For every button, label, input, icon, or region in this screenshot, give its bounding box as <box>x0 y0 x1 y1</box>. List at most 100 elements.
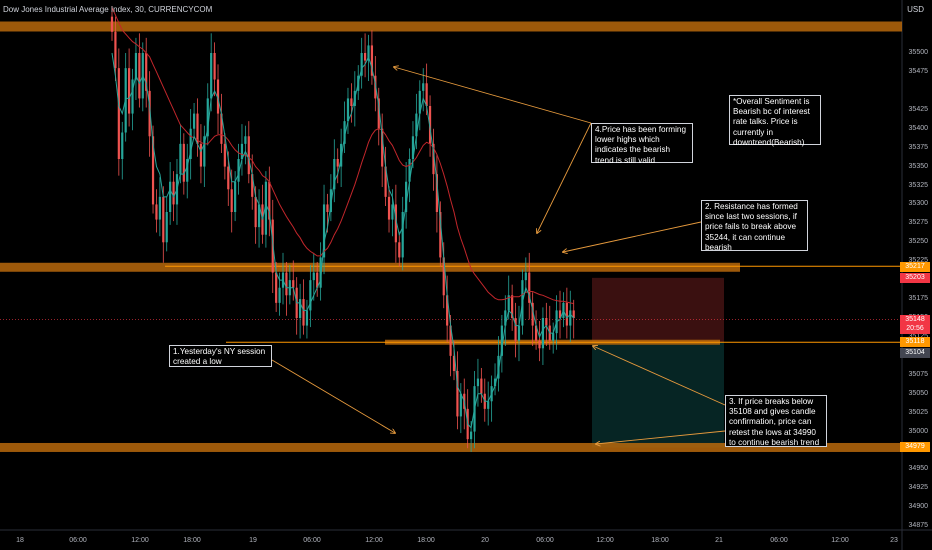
time-tick-label: 18:00 <box>183 537 201 544</box>
note-ny-low[interactable]: 1.Yesterday's NY session created a low <box>169 345 272 367</box>
note-resistance[interactable]: 2. Resistance has formed since last two … <box>701 200 808 252</box>
candle-body <box>189 128 192 159</box>
note-sentiment[interactable]: *Overall Sentiment is Bearish bc of inte… <box>729 95 821 147</box>
candle-body <box>565 302 568 326</box>
candle-body <box>213 53 216 80</box>
candle-body <box>432 143 435 175</box>
candle-body <box>145 53 148 91</box>
candle-body <box>476 378 480 387</box>
candle-body <box>507 295 510 311</box>
candle-body <box>165 212 168 243</box>
price-tag: 35203 <box>900 272 930 283</box>
candle-body <box>244 136 247 144</box>
chart-title: Dow Jones Industrial Average Index, 30, … <box>3 5 213 14</box>
candle-body <box>459 393 462 417</box>
candle-body <box>377 98 380 129</box>
time-tick-label: 18 <box>16 537 24 544</box>
note-lower-highs[interactable]: 4.Price has been forming lower highs whi… <box>591 123 693 165</box>
time-tick-label: 18:00 <box>417 537 435 544</box>
candle-body <box>336 159 339 167</box>
candle-body <box>534 325 538 341</box>
candle-body <box>350 98 353 106</box>
candle-body <box>192 113 196 129</box>
candle-body <box>340 143 343 167</box>
candle-body <box>179 143 182 175</box>
arrow-to-breakout <box>593 346 726 406</box>
price-tag: 35148 <box>900 314 930 325</box>
candle-body <box>493 378 497 387</box>
candle-body <box>487 401 490 409</box>
price-tick-label: 35025 <box>908 408 928 416</box>
candle-body <box>401 212 404 258</box>
candle-body <box>541 318 545 349</box>
candle-body <box>415 113 418 137</box>
candle-body <box>329 189 332 212</box>
candle-body <box>121 132 124 159</box>
arrow-to-ny-low <box>271 359 395 433</box>
price-tick-label: 35050 <box>908 389 928 397</box>
time-tick-label: 06:00 <box>69 537 87 544</box>
candle-body <box>394 204 397 243</box>
candle-body <box>435 174 438 212</box>
candle-body <box>227 166 230 190</box>
candle-body <box>319 257 322 288</box>
price-tick-label: 35475 <box>908 67 928 75</box>
candle-body <box>442 257 445 296</box>
candle-body <box>251 174 254 197</box>
candle-body <box>257 204 261 228</box>
candle-body <box>131 79 134 114</box>
candle-body <box>182 143 185 182</box>
candle-body <box>480 378 483 394</box>
candle-body <box>268 181 271 220</box>
top-resistance-zone <box>0 21 902 32</box>
candle-body <box>500 325 503 356</box>
candle-body <box>497 355 500 379</box>
candle-body <box>374 75 377 99</box>
candle-body <box>186 159 189 182</box>
candle-body <box>558 310 562 318</box>
price-tick-label: 35125 <box>909 333 928 340</box>
candle-body <box>367 45 370 61</box>
candle-body <box>305 310 309 326</box>
candle-body <box>370 45 374 76</box>
candle-body <box>381 128 384 167</box>
time-tick-label: 06:00 <box>303 537 321 544</box>
candle-body <box>206 98 209 137</box>
price-tick-label: 35300 <box>908 200 928 208</box>
candle-body <box>299 299 302 318</box>
candle-body <box>545 318 548 326</box>
price-tick-label: 34875 <box>908 522 928 530</box>
note-breakdown[interactable]: 3. If price breaks below 35108 and gives… <box>725 395 827 447</box>
candle-body <box>322 204 326 258</box>
arrow-to-resistance-high <box>537 122 592 233</box>
candle-body <box>504 310 507 326</box>
candle-body <box>387 196 391 220</box>
candle-body <box>117 68 120 159</box>
candle-body <box>216 79 220 114</box>
price-tick-label: 35350 <box>908 162 928 170</box>
candle-body <box>333 159 336 190</box>
price-tick-label: 35400 <box>908 124 928 132</box>
candle-body <box>199 143 203 167</box>
price-tick-label: 35375 <box>908 143 928 151</box>
candle-body <box>110 16 114 32</box>
price-tick-label: 35225 <box>908 257 928 265</box>
candle-body <box>569 310 572 326</box>
candle-body <box>316 272 319 288</box>
candle-body <box>114 31 117 69</box>
candle-body <box>275 272 278 303</box>
candle-body <box>151 136 155 205</box>
candle-body <box>452 355 456 371</box>
candle-body <box>422 83 425 91</box>
candle-body <box>254 196 257 228</box>
candle-body <box>408 159 411 182</box>
time-tick-label: 12:00 <box>831 537 849 544</box>
candle-body <box>418 90 421 114</box>
candle-body <box>524 272 527 281</box>
candle-body <box>220 113 223 144</box>
lows-zone <box>0 442 902 452</box>
candle-body <box>247 136 250 175</box>
candle-body <box>552 333 555 341</box>
time-tick-label: 21 <box>715 537 723 544</box>
